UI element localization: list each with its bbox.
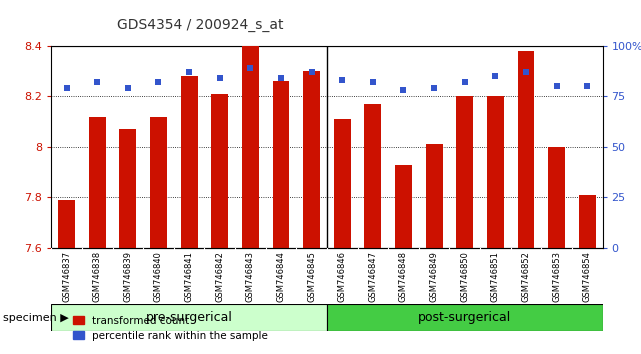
Text: GSM746849: GSM746849 bbox=[429, 251, 438, 302]
Bar bbox=[365, 104, 381, 248]
Point bbox=[306, 69, 317, 75]
Point bbox=[582, 84, 592, 89]
Text: GSM746847: GSM746847 bbox=[369, 251, 378, 302]
Text: GSM746845: GSM746845 bbox=[307, 251, 316, 302]
Text: GSM746854: GSM746854 bbox=[583, 251, 592, 302]
Bar bbox=[212, 94, 228, 248]
Text: GSM746853: GSM746853 bbox=[552, 251, 561, 302]
Text: GSM746844: GSM746844 bbox=[276, 251, 285, 302]
Text: GSM746840: GSM746840 bbox=[154, 251, 163, 302]
Bar bbox=[51, 304, 327, 331]
Point bbox=[460, 80, 470, 85]
Text: GSM746842: GSM746842 bbox=[215, 251, 224, 302]
Bar bbox=[426, 144, 442, 248]
Bar bbox=[89, 117, 106, 248]
Point bbox=[398, 87, 408, 93]
Point bbox=[337, 78, 347, 83]
Text: GSM746839: GSM746839 bbox=[123, 251, 132, 302]
Point bbox=[215, 75, 225, 81]
Point bbox=[368, 80, 378, 85]
Text: GDS4354 / 200924_s_at: GDS4354 / 200924_s_at bbox=[117, 18, 284, 32]
Text: pre-surgerical: pre-surgerical bbox=[146, 311, 233, 324]
Point bbox=[551, 84, 562, 89]
Point bbox=[184, 69, 194, 75]
Text: GSM746850: GSM746850 bbox=[460, 251, 469, 302]
Point bbox=[92, 80, 103, 85]
Bar bbox=[303, 71, 320, 248]
Bar bbox=[456, 97, 473, 248]
Bar bbox=[181, 76, 197, 248]
Point bbox=[521, 69, 531, 75]
Bar bbox=[517, 51, 535, 248]
Bar bbox=[119, 129, 137, 248]
Legend: transformed count, percentile rank within the sample: transformed count, percentile rank withi… bbox=[69, 312, 272, 345]
Bar bbox=[327, 304, 603, 331]
Bar bbox=[395, 165, 412, 248]
Point bbox=[490, 74, 501, 79]
Point bbox=[429, 86, 439, 91]
Text: GSM746841: GSM746841 bbox=[185, 251, 194, 302]
Text: specimen ▶: specimen ▶ bbox=[3, 313, 69, 323]
Point bbox=[276, 75, 286, 81]
Point bbox=[153, 80, 163, 85]
Bar bbox=[150, 117, 167, 248]
Point bbox=[122, 86, 133, 91]
Text: GSM746838: GSM746838 bbox=[93, 251, 102, 302]
Bar bbox=[487, 97, 504, 248]
Bar bbox=[548, 147, 565, 248]
Point bbox=[246, 65, 256, 71]
Text: GSM746846: GSM746846 bbox=[338, 251, 347, 302]
Text: GSM746852: GSM746852 bbox=[522, 251, 531, 302]
Bar bbox=[242, 46, 259, 248]
Text: GSM746848: GSM746848 bbox=[399, 251, 408, 302]
Text: post-surgerical: post-surgerical bbox=[418, 311, 512, 324]
Point bbox=[62, 86, 72, 91]
Bar bbox=[58, 200, 75, 248]
Bar bbox=[272, 81, 289, 248]
Text: GSM746843: GSM746843 bbox=[246, 251, 255, 302]
Text: GSM746851: GSM746851 bbox=[491, 251, 500, 302]
Bar bbox=[579, 195, 595, 248]
Bar bbox=[334, 119, 351, 248]
Text: GSM746837: GSM746837 bbox=[62, 251, 71, 302]
